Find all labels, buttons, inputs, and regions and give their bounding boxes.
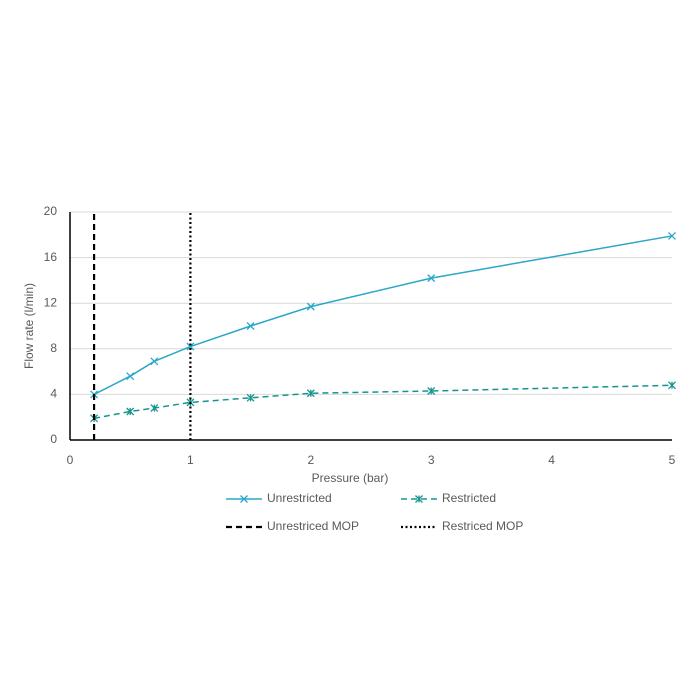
legend-label: Unrestricted [267,491,332,505]
data-point [150,404,159,413]
y-tick-label: 8 [50,341,57,355]
data-point [668,231,676,240]
legend-label: Restricted [442,491,496,505]
x-tick-label: 3 [428,453,435,467]
data-point [126,407,135,416]
data-point [186,342,195,351]
y-tick-label: 12 [44,295,58,309]
data-point [668,381,676,390]
data-point [150,357,159,366]
x-axis-title: Pressure (bar) [312,471,389,485]
legend-marker [415,495,423,503]
data-point [306,302,315,311]
legend-label: Restriced MOP [442,519,523,533]
x-tick-label: 2 [307,453,314,467]
legend-label: Unrestriced MOP [267,519,359,533]
data-point [246,393,255,402]
x-tick-label: 5 [669,453,676,467]
series-line [93,235,673,396]
x-tick-label: 4 [548,453,555,467]
data-point [126,372,135,381]
legend-marker [240,495,248,503]
y-tick-label: 16 [44,250,58,264]
y-tick-label: 0 [50,432,57,446]
x-tick-label: 0 [67,453,74,467]
data-point [427,387,436,395]
data-point [246,322,255,330]
y-tick-label: 4 [50,387,57,401]
y-tick-label: 20 [44,204,58,218]
data-point [427,274,436,283]
y-axis-title: Flow rate (l/min) [22,283,36,369]
series-line [93,384,673,420]
data-point [306,389,315,398]
x-tick-label: 1 [187,453,194,467]
